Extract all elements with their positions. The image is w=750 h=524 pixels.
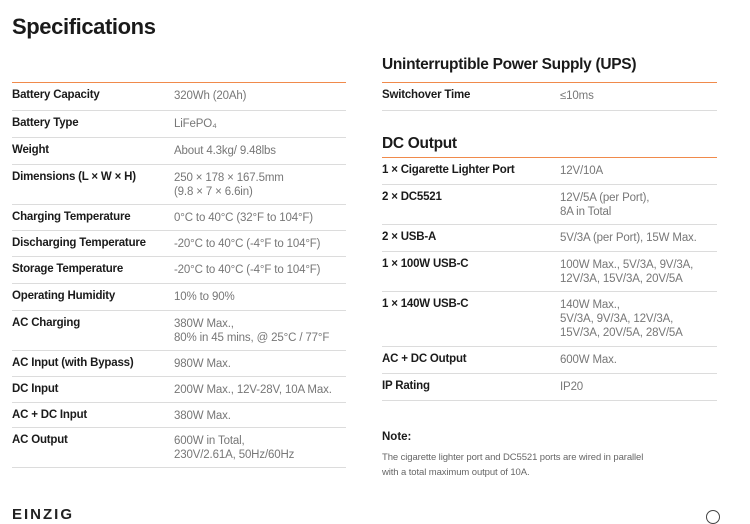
specifications-table: Battery Capacity 320Wh (20Ah) Battery Ty… xyxy=(12,82,346,468)
table-row: 1 × 140W USB-C 140W Max., 5V/3A, 9V/3A, … xyxy=(382,292,717,347)
table-row: Battery Type LiFePO₄ xyxy=(12,111,346,138)
section-divider xyxy=(382,157,717,158)
spec-value: About 4.3kg/ 9.48lbs xyxy=(174,145,276,157)
spec-label: Dimensions (L × W × H) xyxy=(12,171,136,183)
spec-label: 2 × USB-A xyxy=(382,231,437,243)
spec-value-group: 100W Max., 5V/3A, 9V/3A, 12V/3A, 15V/3A,… xyxy=(560,258,693,291)
spec-value: 980W Max. xyxy=(174,358,231,370)
spec-value: 380W Max., xyxy=(174,318,234,330)
spec-value: 230V/2.61A, 50Hz/60Hz xyxy=(174,449,295,461)
spec-label: Charging Temperature xyxy=(12,211,131,223)
spec-value: 80% in 45 mins, @ 25°C / 77°F xyxy=(174,332,330,344)
spec-value: 600W Max. xyxy=(560,354,617,366)
table-row: AC Charging 380W Max., 80% in 45 mins, @… xyxy=(12,311,346,351)
right-column: Uninterruptible Power Supply (UPS) Switc… xyxy=(382,0,717,516)
spec-label: 1 × 140W USB-C xyxy=(382,298,469,310)
spec-value: 15V/3A, 20V/5A, 28V/5A xyxy=(560,327,683,339)
section-divider xyxy=(382,82,717,83)
spec-value: 380W Max. xyxy=(174,410,231,422)
table-row: AC + DC Input 380W Max. xyxy=(12,403,346,428)
spec-label: Discharging Temperature xyxy=(12,237,146,249)
table-row: 1 × 100W USB-C 100W Max., 5V/3A, 9V/3A, … xyxy=(382,252,717,292)
spec-label: AC Output xyxy=(12,434,68,446)
table-row: 2 × USB-A 5V/3A (per Port), 15W Max. xyxy=(382,225,717,252)
table-row: Storage Temperature -20°C to 40°C (-4°F … xyxy=(12,257,346,284)
table-row: Switchover Time ≤10ms xyxy=(382,83,717,111)
spec-value: -20°C to 40°C (-4°F to 104°F) xyxy=(174,264,321,276)
table-row: AC Output 600W in Total, 230V/2.61A, 50H… xyxy=(12,428,346,468)
note-line: The cigarette lighter port and DC5521 po… xyxy=(382,452,644,463)
spec-value-group: 380W Max., 80% in 45 mins, @ 25°C / 77°F xyxy=(174,317,329,350)
spec-value-group: 12V/5A (per Port), 8A in Total xyxy=(560,191,650,224)
dc-output-section-title: DC Output xyxy=(382,135,457,152)
spec-label: AC Input (with Bypass) xyxy=(12,357,134,369)
note-text: The cigarette lighter port and DC5521 po… xyxy=(382,450,717,480)
spec-value: 200W Max., 12V-28V, 10A Max. xyxy=(174,384,332,396)
spec-label: 1 × 100W USB-C xyxy=(382,258,469,270)
spec-label: Battery Capacity xyxy=(12,89,100,101)
table-row: AC Input (with Bypass) 980W Max. xyxy=(12,351,346,377)
spec-value-group: 140W Max., 5V/3A, 9V/3A, 12V/3A, 15V/3A,… xyxy=(560,298,683,346)
table-row: 1 × Cigarette Lighter Port 12V/10A xyxy=(382,158,717,185)
ups-section-title: Uninterruptible Power Supply (UPS) xyxy=(382,56,637,73)
table-row: Charging Temperature 0°C to 40°C (32°F t… xyxy=(12,205,346,231)
table-row: IP Rating IP20 xyxy=(382,374,717,401)
spec-value: 100W Max., 5V/3A, 9V/3A, xyxy=(560,259,694,271)
section-divider xyxy=(12,82,346,83)
note-line: with a total maximum output of 10A. xyxy=(382,467,530,478)
spec-label: DC Input xyxy=(12,383,59,395)
brand-logo: EINZIG xyxy=(12,506,75,523)
page-title: Specifications xyxy=(12,14,156,39)
table-row: AC + DC Output 600W Max. xyxy=(382,347,717,374)
spec-label: Storage Temperature xyxy=(12,263,124,275)
table-row: Battery Capacity 320Wh (20Ah) xyxy=(12,83,346,111)
ups-table: Switchover Time ≤10ms xyxy=(382,82,717,111)
brand-mark-icon xyxy=(706,510,720,524)
table-row: Discharging Temperature -20°C to 40°C (-… xyxy=(12,231,346,257)
spec-label: Switchover Time xyxy=(382,89,471,101)
spec-value: 5V/3A, 9V/3A, 12V/3A, xyxy=(560,313,674,325)
spec-value: 8A in Total xyxy=(560,206,612,218)
spec-value: (9.8 × 7 × 6.6in) xyxy=(174,186,253,198)
spec-value: 12V/3A, 15V/3A, 20V/5A xyxy=(560,273,683,285)
spec-value: -20°C to 40°C (-4°F to 104°F) xyxy=(174,238,321,250)
table-row: Operating Humidity 10% to 90% xyxy=(12,284,346,311)
spec-label: Battery Type xyxy=(12,117,79,129)
spec-label: IP Rating xyxy=(382,380,430,392)
spec-value: 0°C to 40°C (32°F to 104°F) xyxy=(174,212,313,224)
spec-value: LiFePO₄ xyxy=(174,118,217,130)
note-title: Note: xyxy=(382,431,412,443)
spec-label: AC + DC Output xyxy=(382,353,467,365)
spec-value: ≤10ms xyxy=(560,90,594,102)
spec-value: 140W Max., xyxy=(560,299,620,311)
spec-value: 5V/3A (per Port), 15W Max. xyxy=(560,232,697,244)
spec-value: 320Wh (20Ah) xyxy=(174,90,247,102)
spec-label: AC Charging xyxy=(12,317,81,329)
table-row: 2 × DC5521 12V/5A (per Port), 8A in Tota… xyxy=(382,185,717,225)
dc-output-table: 1 × Cigarette Lighter Port 12V/10A 2 × D… xyxy=(382,157,717,401)
table-row: Weight About 4.3kg/ 9.48lbs xyxy=(12,138,346,165)
spec-label: Operating Humidity xyxy=(12,290,116,302)
table-row: Dimensions (L × W × H) 250 × 178 × 167.5… xyxy=(12,165,346,205)
spec-label: 2 × DC5521 xyxy=(382,191,442,203)
spec-label: 1 × Cigarette Lighter Port xyxy=(382,164,515,176)
spec-value: 12V/5A (per Port), xyxy=(560,192,650,204)
spec-value: 10% to 90% xyxy=(174,291,235,303)
table-row: DC Input 200W Max., 12V-28V, 10A Max. xyxy=(12,377,346,403)
spec-value: 250 × 178 × 167.5mm xyxy=(174,172,284,184)
spec-value: IP20 xyxy=(560,381,584,393)
spec-value-group: 600W in Total, 230V/2.61A, 50Hz/60Hz xyxy=(174,434,294,467)
spec-value: 600W in Total, xyxy=(174,435,245,447)
spec-value: 12V/10A xyxy=(560,165,604,177)
spec-label: Weight xyxy=(12,144,49,156)
spec-label: AC + DC Input xyxy=(12,409,88,421)
spec-value-group: 250 × 178 × 167.5mm (9.8 × 7 × 6.6in) xyxy=(174,171,284,204)
